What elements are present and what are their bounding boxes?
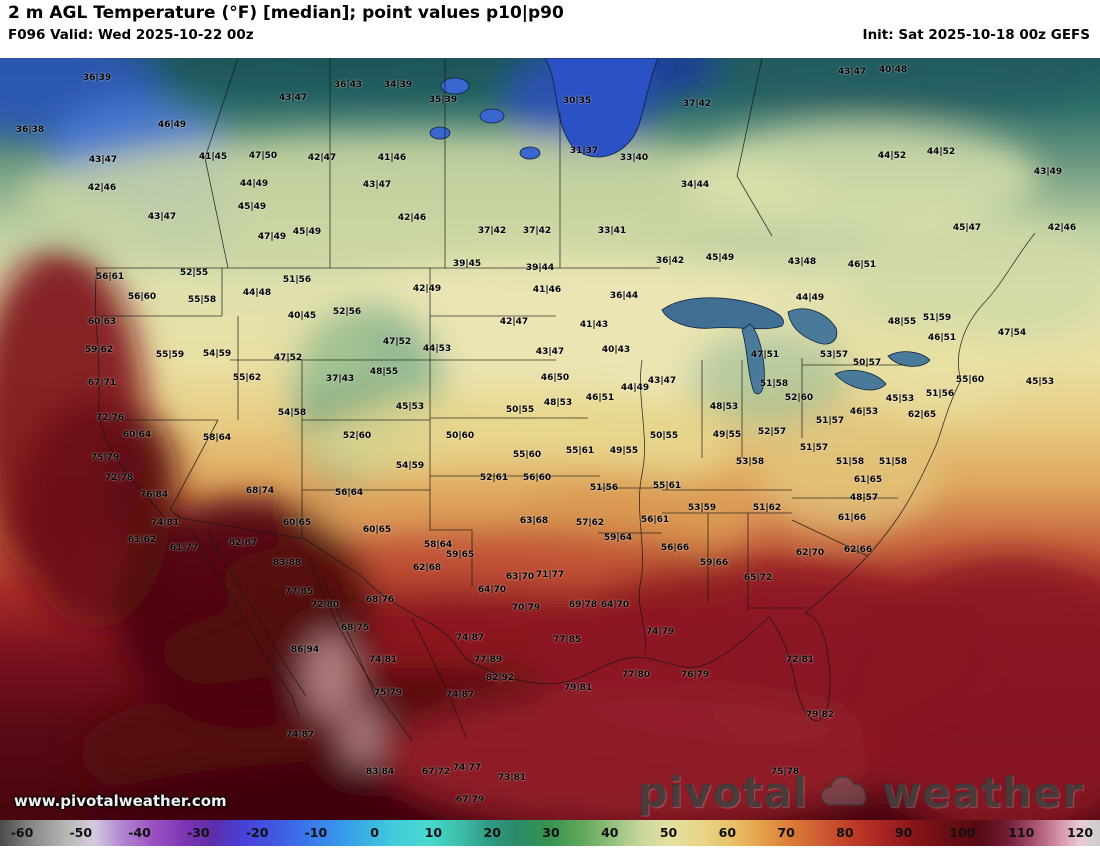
temperature-map (0, 58, 1100, 820)
logo-word-pivotal: pivotal (637, 768, 809, 817)
temperature-colorbar (0, 820, 1100, 846)
model-init-label: Init: Sat 2025-10-18 00z GEFS (862, 27, 1090, 43)
map-canvas (0, 58, 1100, 820)
water-bodies (429, 58, 931, 395)
lake-huron (787, 308, 838, 345)
pivotal-weather-logo: pivotal weather (638, 768, 1084, 817)
canadian-lake (429, 126, 451, 140)
cloud-icon (820, 775, 868, 806)
hudson-bay (544, 58, 659, 158)
lake-michigan (741, 323, 765, 395)
lake-superior (661, 297, 784, 330)
lake-ontario (887, 351, 931, 367)
canadian-lake (479, 108, 505, 124)
canadian-lake (440, 77, 470, 95)
canadian-lake (519, 146, 541, 160)
map-header: 2 m AGL Temperature (°F) [median]; point… (0, 0, 1100, 58)
logo-word-weather: weather (882, 768, 1084, 817)
map-title: 2 m AGL Temperature (°F) [median]; point… (8, 3, 564, 23)
lake-erie (834, 370, 887, 391)
forecast-valid-label: F096 Valid: Wed 2025-10-22 00z (8, 27, 254, 43)
political-borders (95, 58, 1036, 741)
site-watermark: www.pivotalweather.com (14, 792, 227, 810)
